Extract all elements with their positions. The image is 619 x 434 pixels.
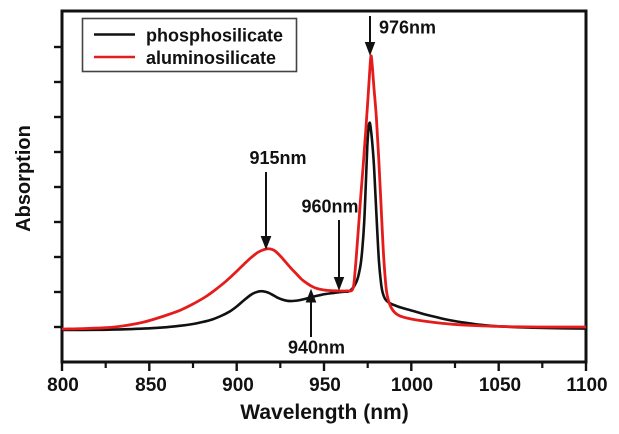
- svg-text:915nm: 915nm: [250, 148, 307, 168]
- svg-text:960nm: 960nm: [302, 197, 359, 217]
- svg-text:940nm: 940nm: [288, 338, 345, 358]
- svg-text:Absorption: Absorption: [13, 125, 35, 232]
- svg-text:aluminosilicate: aluminosilicate: [146, 48, 276, 68]
- svg-text:976nm: 976nm: [379, 18, 436, 38]
- svg-text:1050: 1050: [479, 375, 521, 396]
- svg-text:1000: 1000: [391, 375, 433, 396]
- svg-text:800: 800: [47, 375, 79, 396]
- svg-text:950: 950: [309, 375, 341, 396]
- svg-text:1100: 1100: [566, 375, 607, 396]
- svg-text:phosphosilicate: phosphosilicate: [146, 26, 283, 46]
- svg-text:850: 850: [135, 375, 167, 396]
- svg-text:Wavelength (nm): Wavelength (nm): [240, 401, 408, 424]
- svg-text:900: 900: [222, 375, 254, 396]
